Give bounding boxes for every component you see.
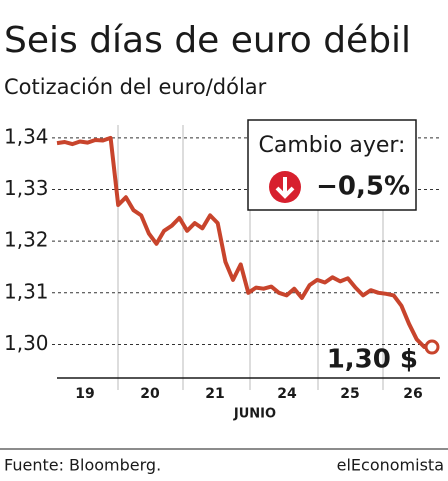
x-tick-label: 20 (140, 386, 160, 402)
y-tick-label: 1,32 (4, 228, 49, 252)
price-label: 1,30 $ (327, 345, 418, 375)
x-tick-label: 26 (403, 386, 422, 402)
price-line (56, 135, 432, 349)
y-tick-label: 1,31 (4, 279, 49, 303)
y-tick-label: 1,30 (4, 331, 49, 355)
down-arrow (275, 177, 295, 199)
x-tick-label: 19 (75, 386, 94, 402)
end-marker (424, 339, 440, 355)
x-axis-label: JUNIO (233, 407, 276, 422)
source: Fuente: Bloomberg. (4, 456, 161, 475)
y-tick-label: 1,33 (4, 176, 49, 200)
box-title: Cambio ayer: (259, 133, 406, 158)
chart-title: Seis días de euro débil (4, 20, 411, 61)
plot: 1,34 1,33 1,32 1,31 1,30 19 20 21 24 25 26 (4, 124, 440, 402)
brand: elEconomista (337, 456, 444, 475)
y-tick-label: 1,34 (4, 124, 49, 148)
box-value: −0,5% (316, 172, 410, 202)
x-tick-label: 25 (340, 386, 359, 402)
x-tick-label: 21 (205, 386, 224, 402)
x-tick-label: 24 (277, 386, 297, 402)
chart-subtitle: Cotización del euro/dólar (4, 75, 267, 99)
